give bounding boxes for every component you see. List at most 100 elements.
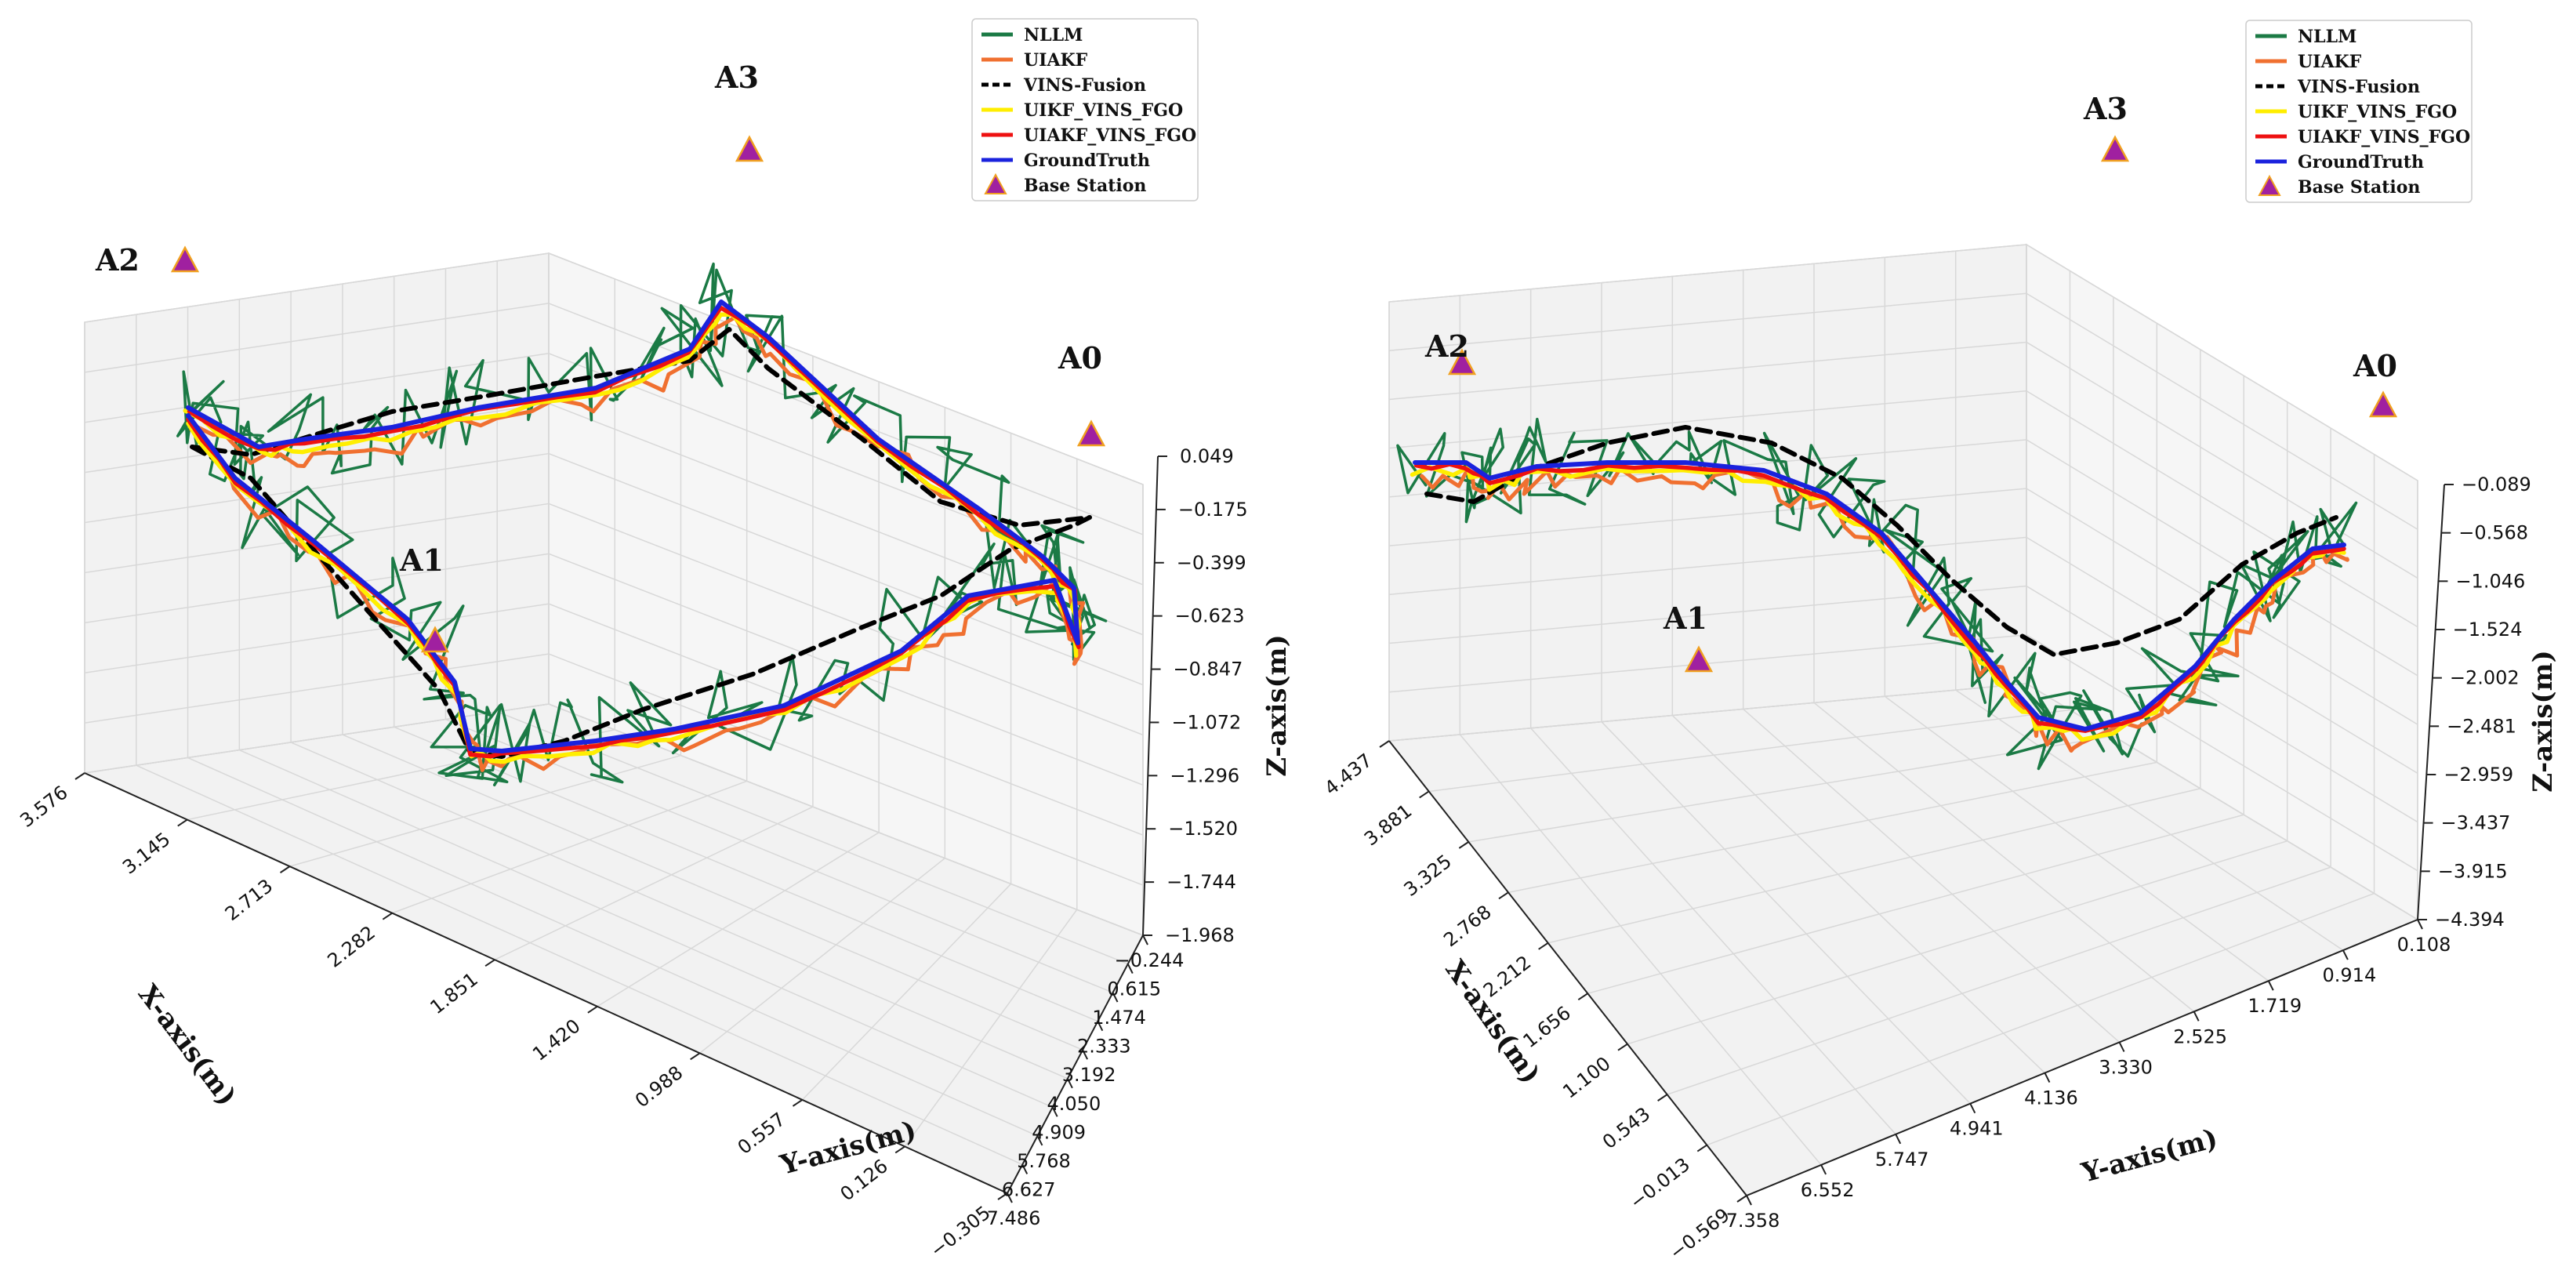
y-tick-mark [1895,1134,1902,1145]
legend-marker [2258,174,2281,196]
y-tick-label: 7.486 [987,1207,1041,1229]
legend-box [971,18,1199,201]
base-station-label: A3 [2083,91,2128,126]
y-tick-mark [1142,935,1148,945]
grid-line [239,749,1053,1109]
z-tick-label: −1.046 [2455,570,2525,592]
grid-line [84,252,550,323]
grid-line [187,757,1038,1137]
grid-line [2026,488,2418,725]
z-tick-label: −3.915 [2438,860,2508,882]
y-tick-label: 1.719 [2248,995,2302,1017]
grid-line [1468,735,2114,843]
grid-line [1547,788,2200,944]
y-tick-mark [2118,1041,2125,1052]
y-tick-label: 7.358 [1726,1210,1780,1232]
x-tick-mark [1379,740,1390,748]
z-tick-label: −1.524 [2453,619,2523,641]
grid-line [494,806,814,960]
x-tick-label: 1.420 [528,1014,584,1065]
grid-line [1530,728,1896,1135]
grid-line [2026,292,2418,530]
z-tick-label: −0.175 [1178,499,1248,521]
y-tick-label: 4.050 [1047,1093,1101,1115]
z-tick-label: −1.520 [1168,818,1238,840]
grid-line [289,754,681,867]
grid-line [2026,585,2418,823]
grid-line [2026,634,2418,872]
grid-line [84,353,550,423]
legend-label: VINS-Fusion [2297,77,2420,97]
series-groundtruth [1413,460,2346,731]
y-axis-line [1746,919,2418,1196]
grid-line [392,780,747,914]
x-tick-label: 4.437 [1320,749,1376,800]
z-tick-label: −0.623 [1175,605,1245,627]
grid-line [1388,585,2027,644]
y-tick-label: 6.627 [1002,1178,1056,1200]
base-station-marker [1447,348,1477,376]
base-station-label: A3 [714,60,759,95]
grid-line [548,353,1144,586]
grid-line [1459,734,1822,1166]
z-axis-label: Z-axis(m) [2527,650,2559,792]
grid-line [699,858,945,1054]
y-tick-label: 0.914 [2323,964,2377,986]
z-tick-label: −2.959 [2444,764,2513,786]
x-tick-mark [177,818,188,827]
x-tick-label: 0.988 [631,1062,687,1112]
legend: NLLM UIAKF VINS-Fusion UIKF_VINS_FGO UIAKF_V… [2245,20,2473,203]
y-tick-mark [1127,964,1134,974]
grid-line [445,718,1113,993]
grid-line [1388,244,2027,303]
grid-line [1508,761,2157,894]
z-tick-label: −0.089 [2462,474,2531,495]
grid-line [548,402,1144,636]
grid-line [1813,702,2195,1012]
x-tick-mark [587,1005,598,1014]
y-tick-mark [1112,992,1119,1003]
grid-line [1388,341,2027,401]
grid-line [84,303,550,373]
y-axis-label: Y-axis(m) [776,1115,920,1181]
y-tick-mark [1746,1195,1752,1206]
grid-line [1587,814,2244,994]
legend-label: UIKF_VINS_FGO [2298,102,2457,122]
x-tick-mark [1657,1094,1668,1101]
y-tick-label: 3.192 [1062,1064,1116,1086]
base-station-marker [2100,135,2130,162]
base-station-label: A2 [1424,328,1469,364]
grid-line [1955,689,2344,951]
base-station-marker [1684,645,1714,673]
grid-line [394,726,1098,1022]
y-axis-label: Y-axis(m) [2077,1123,2221,1189]
y-tick-mark [1969,1103,1976,1114]
grid-line [548,503,1144,736]
y-tick-mark [1820,1164,1827,1175]
base-station-label: A1 [1663,601,1707,636]
y-tick-label: 3.330 [2099,1056,2153,1078]
y-tick-mark [2267,980,2274,991]
legend-marker [984,172,1007,194]
z-axis-line [1142,455,1159,936]
legend-label: UIKF_VINS_FGO [1024,100,1183,121]
x-tick-label: 2.282 [324,921,379,971]
series-vins-fusion [190,327,1092,759]
y-tick-mark [2044,1072,2051,1083]
y-tick-mark [1066,1078,1073,1089]
x-tick-mark [792,1099,803,1107]
z-tick-label: −1.296 [1170,764,1239,786]
series-uiakf [1420,466,2349,753]
base-station-marker [2368,390,2398,418]
legend-label: UIAKF_VINS_FGO [1024,125,1196,146]
legend-label: GroundTruth [2298,152,2424,172]
x-tick-mark [1736,1195,1747,1203]
z-tick-label: −3.437 [2441,812,2511,834]
x-tick-mark [1458,841,1469,849]
x-tick-label: −0.569 [1665,1204,1733,1263]
y-tick-label: 5.768 [1017,1150,1071,1172]
grid-line [2026,439,2418,677]
grid-line [801,883,1012,1101]
x-tick-mark [1617,1043,1628,1051]
right-3d-plot: 4.4373.8813.3252.7682.2121.6561.1000.543… [1320,20,2559,1263]
